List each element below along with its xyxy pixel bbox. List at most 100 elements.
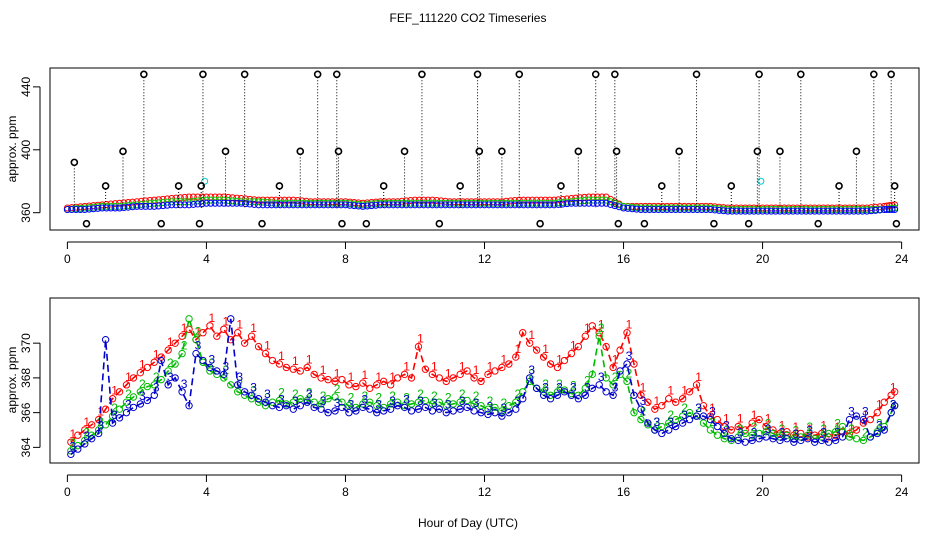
sample-point [536,219,544,228]
series-3-marker-label: 3 [737,425,744,439]
series-1-point [630,360,638,368]
series-3-point [550,201,558,209]
series-1-point [234,329,242,337]
series-3-point [481,201,488,209]
sample-point [435,219,444,228]
series-1-marker-label: 1 [723,412,730,426]
series-3-marker-label: 3 [250,380,257,394]
sample-point [835,182,843,190]
series-3-point [470,407,478,415]
series-2-point [699,419,708,427]
series-2-marker-label: 2 [473,389,480,403]
series-3-marker-label: 3 [834,425,841,439]
sample-point [221,147,230,156]
series-3-point [227,315,235,323]
series-3-point [873,429,881,438]
series-3-point [755,434,763,443]
series-3-point [828,207,836,215]
series-3-point [449,407,457,415]
series-3-point [428,201,436,209]
series-3-marker-label: 3 [598,370,605,384]
series-1-marker-label: 1 [695,370,702,384]
series-3-point [320,201,328,209]
series-3-point [379,407,388,415]
series-1-point [421,365,430,373]
series-1-point [302,197,310,205]
series-3-marker-label: 3 [695,401,702,415]
series-1-marker-label: 1 [681,384,688,398]
series-3-point [811,438,819,446]
series-1-point [560,356,569,365]
series-3-point [94,429,103,438]
series-2-point [227,381,235,389]
series-3-point [546,201,554,209]
series-2-point [665,419,673,427]
series-2-point [129,393,138,401]
series-3-point [263,201,271,209]
series-3-point [689,206,697,214]
sample-point [744,219,753,228]
series-3-point [310,403,318,412]
series-2-point [366,398,374,406]
series-3-point [163,201,171,209]
series-1-marker-label: 1 [556,352,563,366]
series-3-point [215,199,223,207]
series-3-point [359,403,367,412]
series-3-point [832,207,840,215]
series-3-point [437,201,445,209]
series-1-point [595,329,603,337]
series-2-marker-label: 2 [320,389,327,403]
series-2-point [463,396,471,405]
series-3-point [665,426,673,434]
series-3-point [576,199,584,207]
series-3-point [783,434,791,443]
series-2-marker-label: 2 [876,417,883,431]
series-3-marker-label: 3 [556,380,563,394]
series-1-point [435,374,444,382]
series-1-point [658,401,666,410]
series-3-point [213,367,221,375]
series-3-point [254,395,263,403]
top-x-tick-label: 20 [756,252,770,266]
series-3-point [713,422,722,431]
series-2-point [572,197,580,205]
series-2-point [477,401,485,410]
series-3-marker-label: 3 [97,418,104,432]
series-2-marker-label: 2 [195,325,202,339]
series-3-point [129,203,137,211]
series-2-point [671,415,680,424]
sample-point [334,147,343,156]
series-3-point [693,206,701,214]
sample-point [692,70,701,79]
series-3-point [616,367,624,375]
series-3-point [609,391,617,399]
series-1-marker-label: 1 [83,415,90,429]
series-1-marker-label: 1 [278,349,285,363]
series-2-point [185,315,193,323]
series-1-point [720,422,729,431]
series-3-point [333,201,341,209]
series-2-point [546,391,555,399]
series-3-point [505,408,513,417]
series-3-point [317,405,325,413]
sample-point [640,219,649,228]
series-2-point [720,434,729,443]
series-1-marker-label: 1 [751,408,758,422]
series-3-point [398,201,406,209]
bottom-x-tick-label: 0 [64,485,71,499]
series-2-point [150,381,158,389]
series-3-point [394,201,402,209]
series-2-marker-label: 2 [153,370,160,384]
series-2-point [234,388,242,396]
series-3-point [785,207,793,215]
series-2-marker-label: 2 [514,387,521,401]
series-3-point [338,403,346,412]
series-3-marker-label: 3 [195,339,202,353]
series-2-marker-label: 2 [793,424,800,438]
series-3-point [748,436,756,445]
series-1-marker-label: 1 [445,366,452,380]
series-2-marker-label: 2 [181,339,188,353]
series-2-point [678,412,687,420]
series-3-point [859,207,867,215]
